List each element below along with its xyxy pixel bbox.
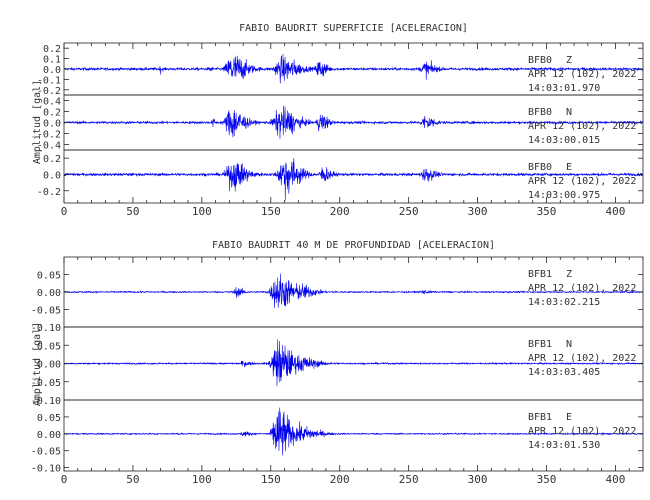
y-tick-label: 0.1	[43, 55, 61, 66]
date-label: APR 12 (102), 2022	[528, 426, 636, 437]
y-tick-label: -0.10	[31, 323, 61, 334]
x-tick-label: 400	[605, 205, 625, 218]
waveform-trace	[63, 273, 644, 308]
x-tick-label: 0	[61, 205, 68, 218]
date-label: APR 12 (102), 2022	[528, 353, 636, 364]
y-tick-label: 0.00	[37, 288, 61, 299]
y-tick-label: -0.05	[31, 378, 61, 389]
x-tick-label: 300	[468, 205, 488, 218]
y-tick-label: -0.2	[37, 130, 61, 141]
date-label: APR 12 (102), 2022	[528, 283, 636, 294]
y-tick-label: -0.10	[31, 396, 61, 407]
y-axis-label: Amplitud [gal]	[32, 322, 43, 406]
x-tick-label: 350	[537, 473, 557, 486]
component-label: Z	[566, 55, 572, 66]
channel-BFB1-Z: -0.10 -0.05 0.00 0.05 BFB1 Z APR 12 (102), 202…	[31, 256, 644, 334]
x-tick-label: 350	[537, 205, 557, 218]
time-label: 14:03:00.975	[528, 190, 600, 201]
x-tick-label: 50	[126, 205, 139, 218]
y-tick-label: 0.2	[43, 154, 61, 165]
x-tick-label: 150	[261, 205, 281, 218]
x-tick-label: 50	[126, 473, 139, 486]
x-tick-label: 100	[192, 473, 212, 486]
station-label: BFB0	[528, 162, 552, 173]
station-label: BFB0	[528, 107, 552, 118]
y-tick-label: -0.1	[37, 75, 61, 86]
y-tick-label: -0.4	[37, 141, 61, 152]
chart-panel-0: FABIO BAUDRIT SUPERFICIE [ACELERACION] Am…	[32, 23, 644, 218]
time-label: 14:03:01.530	[528, 440, 600, 451]
time-label: 14:03:00.015	[528, 135, 600, 146]
waveform-trace	[63, 407, 644, 456]
x-tick-label: 150	[261, 473, 281, 486]
station-label: BFB0	[528, 55, 552, 66]
date-label: APR 12 (102), 2022	[528, 121, 636, 132]
x-tick-label: 250	[399, 473, 419, 486]
y-tick-label: -0.2	[37, 187, 61, 198]
x-tick-label: 0	[61, 473, 68, 486]
chart-panel-1: FABIO BAUDRIT 40 M DE PROFUNDIDAD [ACELE…	[31, 240, 644, 486]
x-tick-label: 250	[399, 205, 419, 218]
y-tick-label: 0.2	[43, 108, 61, 119]
chart-title: FABIO BAUDRIT 40 M DE PROFUNDIDAD [ACELE…	[212, 240, 495, 251]
y-tick-label: 0.00	[37, 430, 61, 441]
channel-BFB0-E: -0.2 0.0 0.2 BFB0 E APR 12 (102), 2022 14:03:0…	[37, 149, 644, 204]
x-tick-label: 400	[605, 473, 625, 486]
x-tick-label: 100	[192, 205, 212, 218]
waveform-trace	[63, 158, 644, 201]
x-tick-label: 200	[330, 205, 350, 218]
waveform-trace	[63, 105, 644, 139]
date-label: APR 12 (102), 2022	[528, 69, 636, 80]
channel-BFB0-N: -0.4-0.20.00.20.4 BFB0 N APR 12 (102), 2022…	[37, 94, 644, 152]
y-tick-label: 0.05	[37, 271, 61, 282]
chart-title: FABIO BAUDRIT SUPERFICIE [ACELERACION]	[239, 23, 468, 34]
component-label: E	[566, 162, 572, 173]
x-tick-label: 300	[468, 473, 488, 486]
waveform-trace	[63, 53, 644, 84]
y-tick-label: 0.05	[37, 341, 61, 352]
y-tick-label: 0.0	[43, 170, 61, 181]
y-tick-label: -0.05	[31, 306, 61, 317]
time-label: 14:03:02.215	[528, 297, 600, 308]
date-label: APR 12 (102), 2022	[528, 176, 636, 187]
station-label: BFB1	[528, 412, 552, 423]
waveform-trace	[63, 339, 644, 387]
y-tick-label: 0.00	[37, 360, 61, 371]
y-tick-label: -0.2	[37, 86, 61, 97]
y-tick-label: 0.0	[43, 119, 61, 130]
y-axis-label: Amplitud [gal]	[32, 80, 43, 164]
component-label: Z	[566, 269, 572, 280]
channel-BFB1-E: -0.10 -0.05 0.00 0.05 BFB1 E APR 12 (102), 202…	[31, 399, 644, 475]
component-label: E	[566, 412, 572, 423]
channel-BFB0-Z: -0.2-0.10.00.10.2 BFB0 Z APR 12 (102), 2022…	[37, 42, 644, 97]
y-tick-label: 0.4	[43, 97, 61, 108]
component-label: N	[566, 107, 572, 118]
channel-BFB1-N: -0.10 -0.05 0.00 0.05 BFB1 N APR 12 (102), 202…	[31, 326, 644, 407]
x-tick-label: 200	[330, 473, 350, 486]
time-label: 14:03:03.405	[528, 367, 600, 378]
y-tick-label: 0.05	[37, 413, 61, 424]
y-tick-label: 0.2	[43, 44, 61, 55]
y-tick-label: 0.0	[43, 65, 61, 76]
component-label: N	[566, 339, 572, 350]
station-label: BFB1	[528, 339, 552, 350]
y-tick-label: -0.10	[31, 464, 61, 475]
station-label: BFB1	[528, 269, 552, 280]
time-label: 14:03:01.970	[528, 83, 600, 94]
y-tick-label: -0.05	[31, 447, 61, 458]
